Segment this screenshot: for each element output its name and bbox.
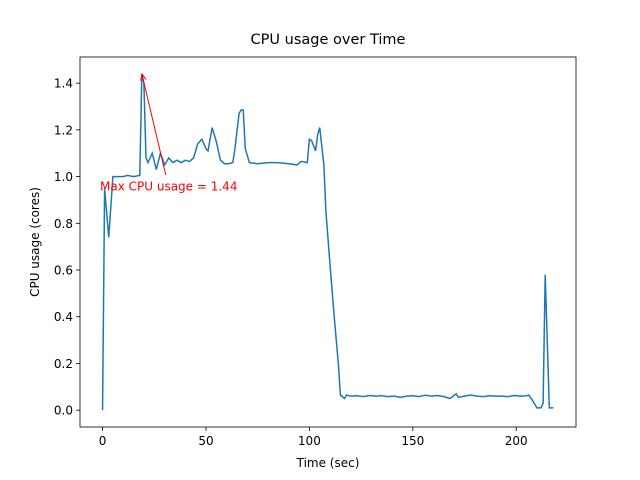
x-tick-label: 50 <box>198 434 213 448</box>
x-axis-label: Time (sec) <box>296 456 360 470</box>
x-tick-label: 100 <box>298 434 321 448</box>
annotation-arrow <box>141 73 167 176</box>
x-tick-label: 200 <box>505 434 528 448</box>
chart-title: CPU usage over Time <box>251 32 406 48</box>
y-tick-label: 0.8 <box>54 217 73 231</box>
y-tick-label: 1.4 <box>54 77 73 91</box>
y-tick-label: 0.2 <box>54 357 73 371</box>
annotation-arrowhead <box>140 73 147 81</box>
plot-frame <box>79 56 577 428</box>
annotation-text: Max CPU usage = 1.44 <box>100 179 237 193</box>
x-tick-label: 150 <box>401 434 424 448</box>
cpu-line <box>101 73 554 411</box>
y-tick-label: 1.0 <box>54 170 73 184</box>
y-tick-label: 0.4 <box>54 310 73 324</box>
y-tick-label: 1.2 <box>54 123 73 137</box>
y-tick-label: 0.0 <box>54 404 73 418</box>
y-tick-label: 0.6 <box>54 264 73 278</box>
y-axis-label: CPU usage (cores) <box>28 187 42 297</box>
x-tick-label: 0 <box>99 434 107 448</box>
